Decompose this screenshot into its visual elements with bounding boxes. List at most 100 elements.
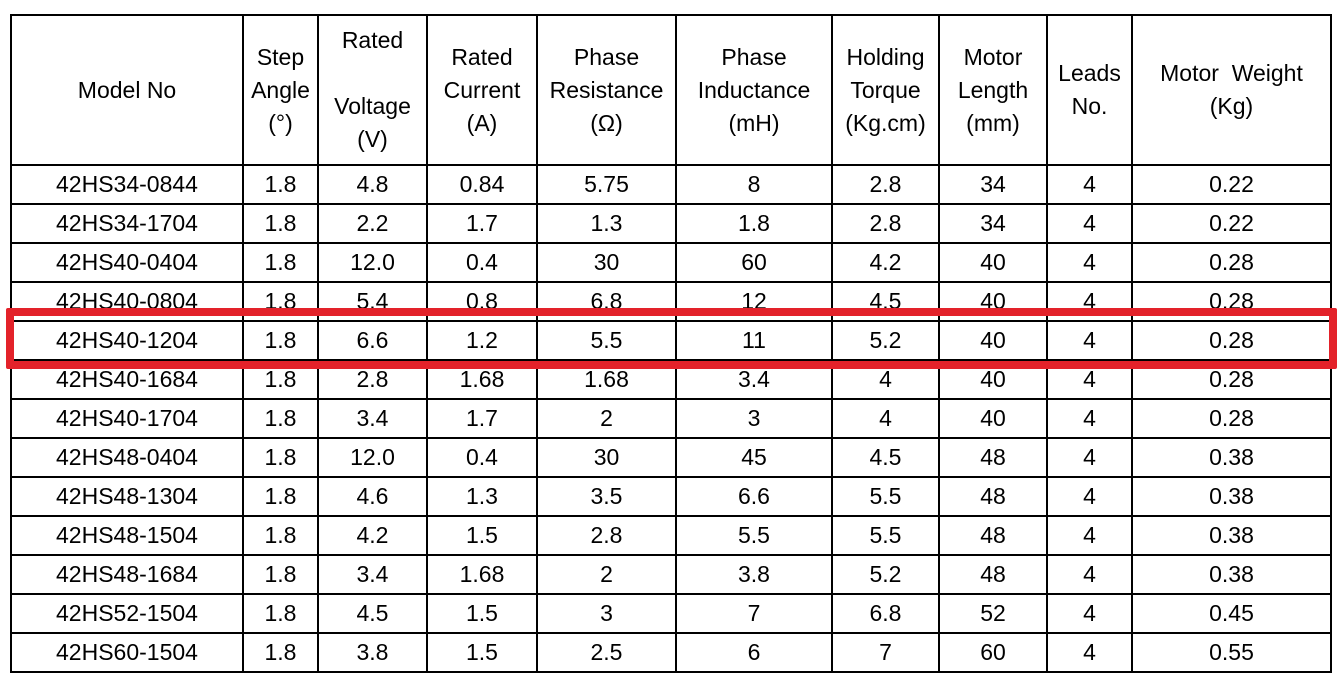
cell-step_angle: 1.8	[242, 398, 319, 439]
cell-step_angle: 1.8	[242, 593, 319, 634]
cell-holding_torque: 4.5	[831, 437, 940, 478]
cell-phase_resistance: 2.8	[536, 515, 677, 556]
table-row-highlighted: 42HS40-1204 1.8 6.6 1.2 5.5 11 5.2 40 4 0.28	[10, 320, 1332, 361]
table-row: 42HS40-0804 1.8 5.4 0.8 6.8 12 4.5 40 4 0.28	[10, 281, 1332, 322]
cell-leads_no: 4	[1046, 164, 1133, 205]
cell-rated_voltage: 3.8	[317, 632, 428, 673]
cell-motor_weight: 0.22	[1131, 164, 1332, 205]
cell-motor_length: 52	[938, 593, 1048, 634]
cell-holding_torque: 2.8	[831, 203, 940, 244]
cell-rated_voltage: 2.2	[317, 203, 428, 244]
cell-rated_current: 1.5	[426, 632, 538, 673]
cell-model_no: 42HS40-0804	[10, 281, 244, 322]
cell-step_angle: 1.8	[242, 164, 319, 205]
cell-rated_current: 1.7	[426, 203, 538, 244]
cell-leads_no: 4	[1046, 476, 1133, 517]
cell-step_angle: 1.8	[242, 515, 319, 556]
cell-model_no: 42HS40-1684	[10, 359, 244, 400]
cell-leads_no: 4	[1046, 554, 1133, 595]
cell-leads_no: 4	[1046, 437, 1133, 478]
cell-leads_no: 4	[1046, 203, 1133, 244]
cell-holding_torque: 4	[831, 398, 940, 439]
cell-rated_current: 0.4	[426, 437, 538, 478]
cell-model_no: 42HS52-1504	[10, 593, 244, 634]
table-row: 42HS40-1684 1.8 2.8 1.68 1.68 3.4 4 40 4 0.28	[10, 359, 1332, 400]
table-row: 42HS48-1504 1.8 4.2 1.5 2.8 5.5 5.5 48 4 0.38	[10, 515, 1332, 556]
cell-rated_current: 0.4	[426, 242, 538, 283]
cell-holding_torque: 2.8	[831, 164, 940, 205]
column-header-holding_torque: Holding Torque (Kg.cm)	[831, 14, 940, 166]
cell-phase_resistance: 6.8	[536, 281, 677, 322]
table-row: 42HS48-1684 1.8 3.4 1.68 2 3.8 5.2 48 4 0.38	[10, 554, 1332, 595]
cell-phase_inductance: 3.4	[675, 359, 833, 400]
cell-motor_weight: 0.28	[1131, 320, 1332, 361]
cell-step_angle: 1.8	[242, 554, 319, 595]
cell-model_no: 42HS48-1684	[10, 554, 244, 595]
table-row: 42HS34-1704 1.8 2.2 1.7 1.3 1.8 2.8 34 4 0.22	[10, 203, 1332, 244]
cell-step_angle: 1.8	[242, 203, 319, 244]
cell-motor_weight: 0.45	[1131, 593, 1332, 634]
cell-phase_inductance: 7	[675, 593, 833, 634]
column-header-model_no: Model No	[10, 14, 244, 166]
column-header-motor_weight: Motor Weight (Kg)	[1131, 14, 1332, 166]
cell-leads_no: 4	[1046, 242, 1133, 283]
cell-phase_resistance: 1.3	[536, 203, 677, 244]
cell-phase_resistance: 2	[536, 554, 677, 595]
cell-motor_length: 48	[938, 476, 1048, 517]
table-body: 42HS34-0844 1.8 4.8 0.84 5.75 8 2.8 34 4 0.22 42HS…	[10, 164, 1332, 673]
cell-rated_current: 1.2	[426, 320, 538, 361]
cell-motor_length: 40	[938, 281, 1048, 322]
cell-model_no: 42HS40-0404	[10, 242, 244, 283]
cell-holding_torque: 6.8	[831, 593, 940, 634]
column-header-rated_current: Rated Current (A)	[426, 14, 538, 166]
cell-holding_torque: 5.2	[831, 554, 940, 595]
cell-holding_torque: 5.5	[831, 476, 940, 517]
cell-model_no: 42HS40-1204	[10, 320, 244, 361]
cell-motor_length: 48	[938, 554, 1048, 595]
cell-motor_length: 48	[938, 437, 1048, 478]
cell-rated_current: 1.7	[426, 398, 538, 439]
table-row: 42HS48-0404 1.8 12.0 0.4 30 45 4.5 48 4 0.38	[10, 437, 1332, 478]
cell-holding_torque: 4.5	[831, 281, 940, 322]
cell-rated_voltage: 4.6	[317, 476, 428, 517]
cell-rated_voltage: 3.4	[317, 398, 428, 439]
cell-holding_torque: 7	[831, 632, 940, 673]
cell-motor_length: 48	[938, 515, 1048, 556]
cell-phase_resistance: 2.5	[536, 632, 677, 673]
cell-phase_inductance: 1.8	[675, 203, 833, 244]
table-row: 42HS40-1704 1.8 3.4 1.7 2 3 4 40 4 0.28	[10, 398, 1332, 439]
cell-motor_length: 40	[938, 359, 1048, 400]
cell-motor_length: 40	[938, 320, 1048, 361]
cell-model_no: 42HS48-1304	[10, 476, 244, 517]
cell-leads_no: 4	[1046, 320, 1133, 361]
column-header-rated_voltage: Rated Voltage (V)	[317, 14, 428, 166]
cell-motor_weight: 0.28	[1131, 359, 1332, 400]
column-header-step_angle: Step Angle (°)	[242, 14, 319, 166]
cell-motor_weight: 0.38	[1131, 515, 1332, 556]
cell-phase_inductance: 11	[675, 320, 833, 361]
cell-phase_inductance: 45	[675, 437, 833, 478]
cell-phase_resistance: 30	[536, 437, 677, 478]
cell-phase_resistance: 3.5	[536, 476, 677, 517]
table-row: 42HS48-1304 1.8 4.6 1.3 3.5 6.6 5.5 48 4 0.38	[10, 476, 1332, 517]
cell-model_no: 42HS34-0844	[10, 164, 244, 205]
cell-phase_inductance: 60	[675, 242, 833, 283]
cell-motor_length: 34	[938, 164, 1048, 205]
cell-leads_no: 4	[1046, 398, 1133, 439]
cell-phase_resistance: 1.68	[536, 359, 677, 400]
cell-phase_inductance: 6	[675, 632, 833, 673]
cell-step_angle: 1.8	[242, 632, 319, 673]
cell-rated_voltage: 5.4	[317, 281, 428, 322]
cell-rated_voltage: 3.4	[317, 554, 428, 595]
cell-phase_inductance: 3.8	[675, 554, 833, 595]
cell-step_angle: 1.8	[242, 437, 319, 478]
cell-phase_inductance: 6.6	[675, 476, 833, 517]
cell-motor_length: 60	[938, 632, 1048, 673]
cell-model_no: 42HS34-1704	[10, 203, 244, 244]
cell-leads_no: 4	[1046, 593, 1133, 634]
table-header: Model No Step Angle (°) Rated Voltage (V) R…	[10, 14, 1332, 166]
cell-motor_length: 40	[938, 242, 1048, 283]
cell-holding_torque: 4.2	[831, 242, 940, 283]
cell-holding_torque: 4	[831, 359, 940, 400]
